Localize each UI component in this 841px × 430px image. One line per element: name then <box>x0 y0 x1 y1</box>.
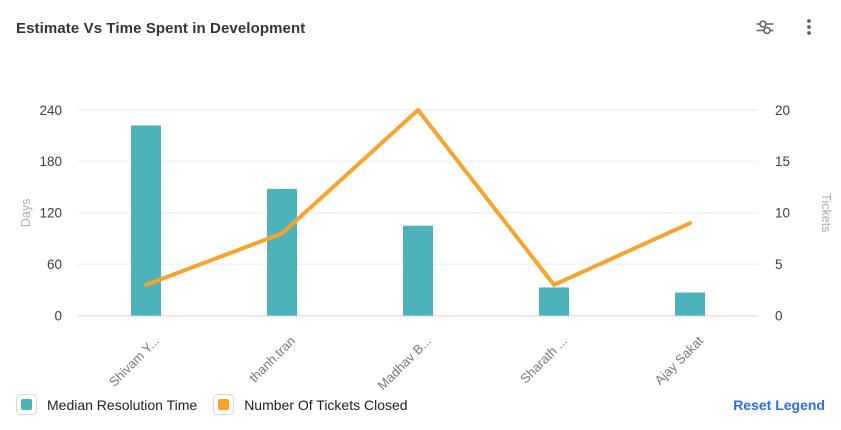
bar-2[interactable] <box>403 225 433 316</box>
line-series[interactable] <box>144 108 692 287</box>
x-axis-label-4: Ajay Sakat <box>652 333 707 388</box>
left-axis-tick-label: 240 <box>39 103 62 118</box>
left-axis-tick-label: 0 <box>54 309 62 324</box>
filter-sliders-icon <box>753 15 777 42</box>
legend-label: Number Of Tickets Closed <box>244 396 408 413</box>
right-axis-title: Tickets <box>819 193 833 232</box>
widget-header: Estimate Vs Time Spent in Development <box>0 0 841 56</box>
right-axis-tick-label: 15 <box>775 154 790 169</box>
combo-chart: 0 60 120 180 240 0 5 10 15 20 Days Tickets Shivam Y.… <box>19 103 833 390</box>
right-axis-tick-label: 0 <box>775 309 783 324</box>
kebab-menu-button[interactable] <box>795 14 823 42</box>
right-axis-tick-label: 20 <box>775 103 790 118</box>
legend-swatch-bar-series <box>16 394 37 415</box>
kebab-menu-icon <box>797 15 821 42</box>
x-axis-label-0: Shivam Y... <box>106 333 162 389</box>
bar-4[interactable] <box>675 292 705 316</box>
legend-item-number-of-tickets-closed[interactable]: Number Of Tickets Closed <box>213 394 408 415</box>
left-axis-tick-label: 60 <box>47 257 62 272</box>
legend-swatch-line-series <box>213 394 235 415</box>
widget-title: Estimate Vs Time Spent in Development <box>16 19 306 37</box>
right-axis-tick-label: 5 <box>775 257 783 272</box>
x-axis-label-2: Madhav B... <box>374 333 434 390</box>
x-axis-label-3: Sharath ... <box>517 333 570 386</box>
left-axis-title: Days <box>19 199 33 227</box>
right-axis-tick-label: 10 <box>775 206 790 221</box>
chart-legend: Median Resolution Time Number Of Tickets… <box>16 394 825 415</box>
left-axis-tick-label: 120 <box>39 206 62 221</box>
legend-label: Median Resolution Time <box>47 396 198 413</box>
bar-3[interactable] <box>539 287 569 316</box>
header-actions <box>751 14 823 42</box>
bar-0[interactable] <box>131 125 161 316</box>
reset-legend-button[interactable]: Reset Legend <box>733 396 825 413</box>
filter-sliders-button[interactable] <box>751 14 779 42</box>
bar-1[interactable] <box>267 188 297 316</box>
x-axis-label-1: thanh.tran <box>246 333 298 385</box>
left-axis-tick-label: 180 <box>39 154 62 169</box>
legend-item-median-resolution-time[interactable]: Median Resolution Time <box>16 394 197 415</box>
